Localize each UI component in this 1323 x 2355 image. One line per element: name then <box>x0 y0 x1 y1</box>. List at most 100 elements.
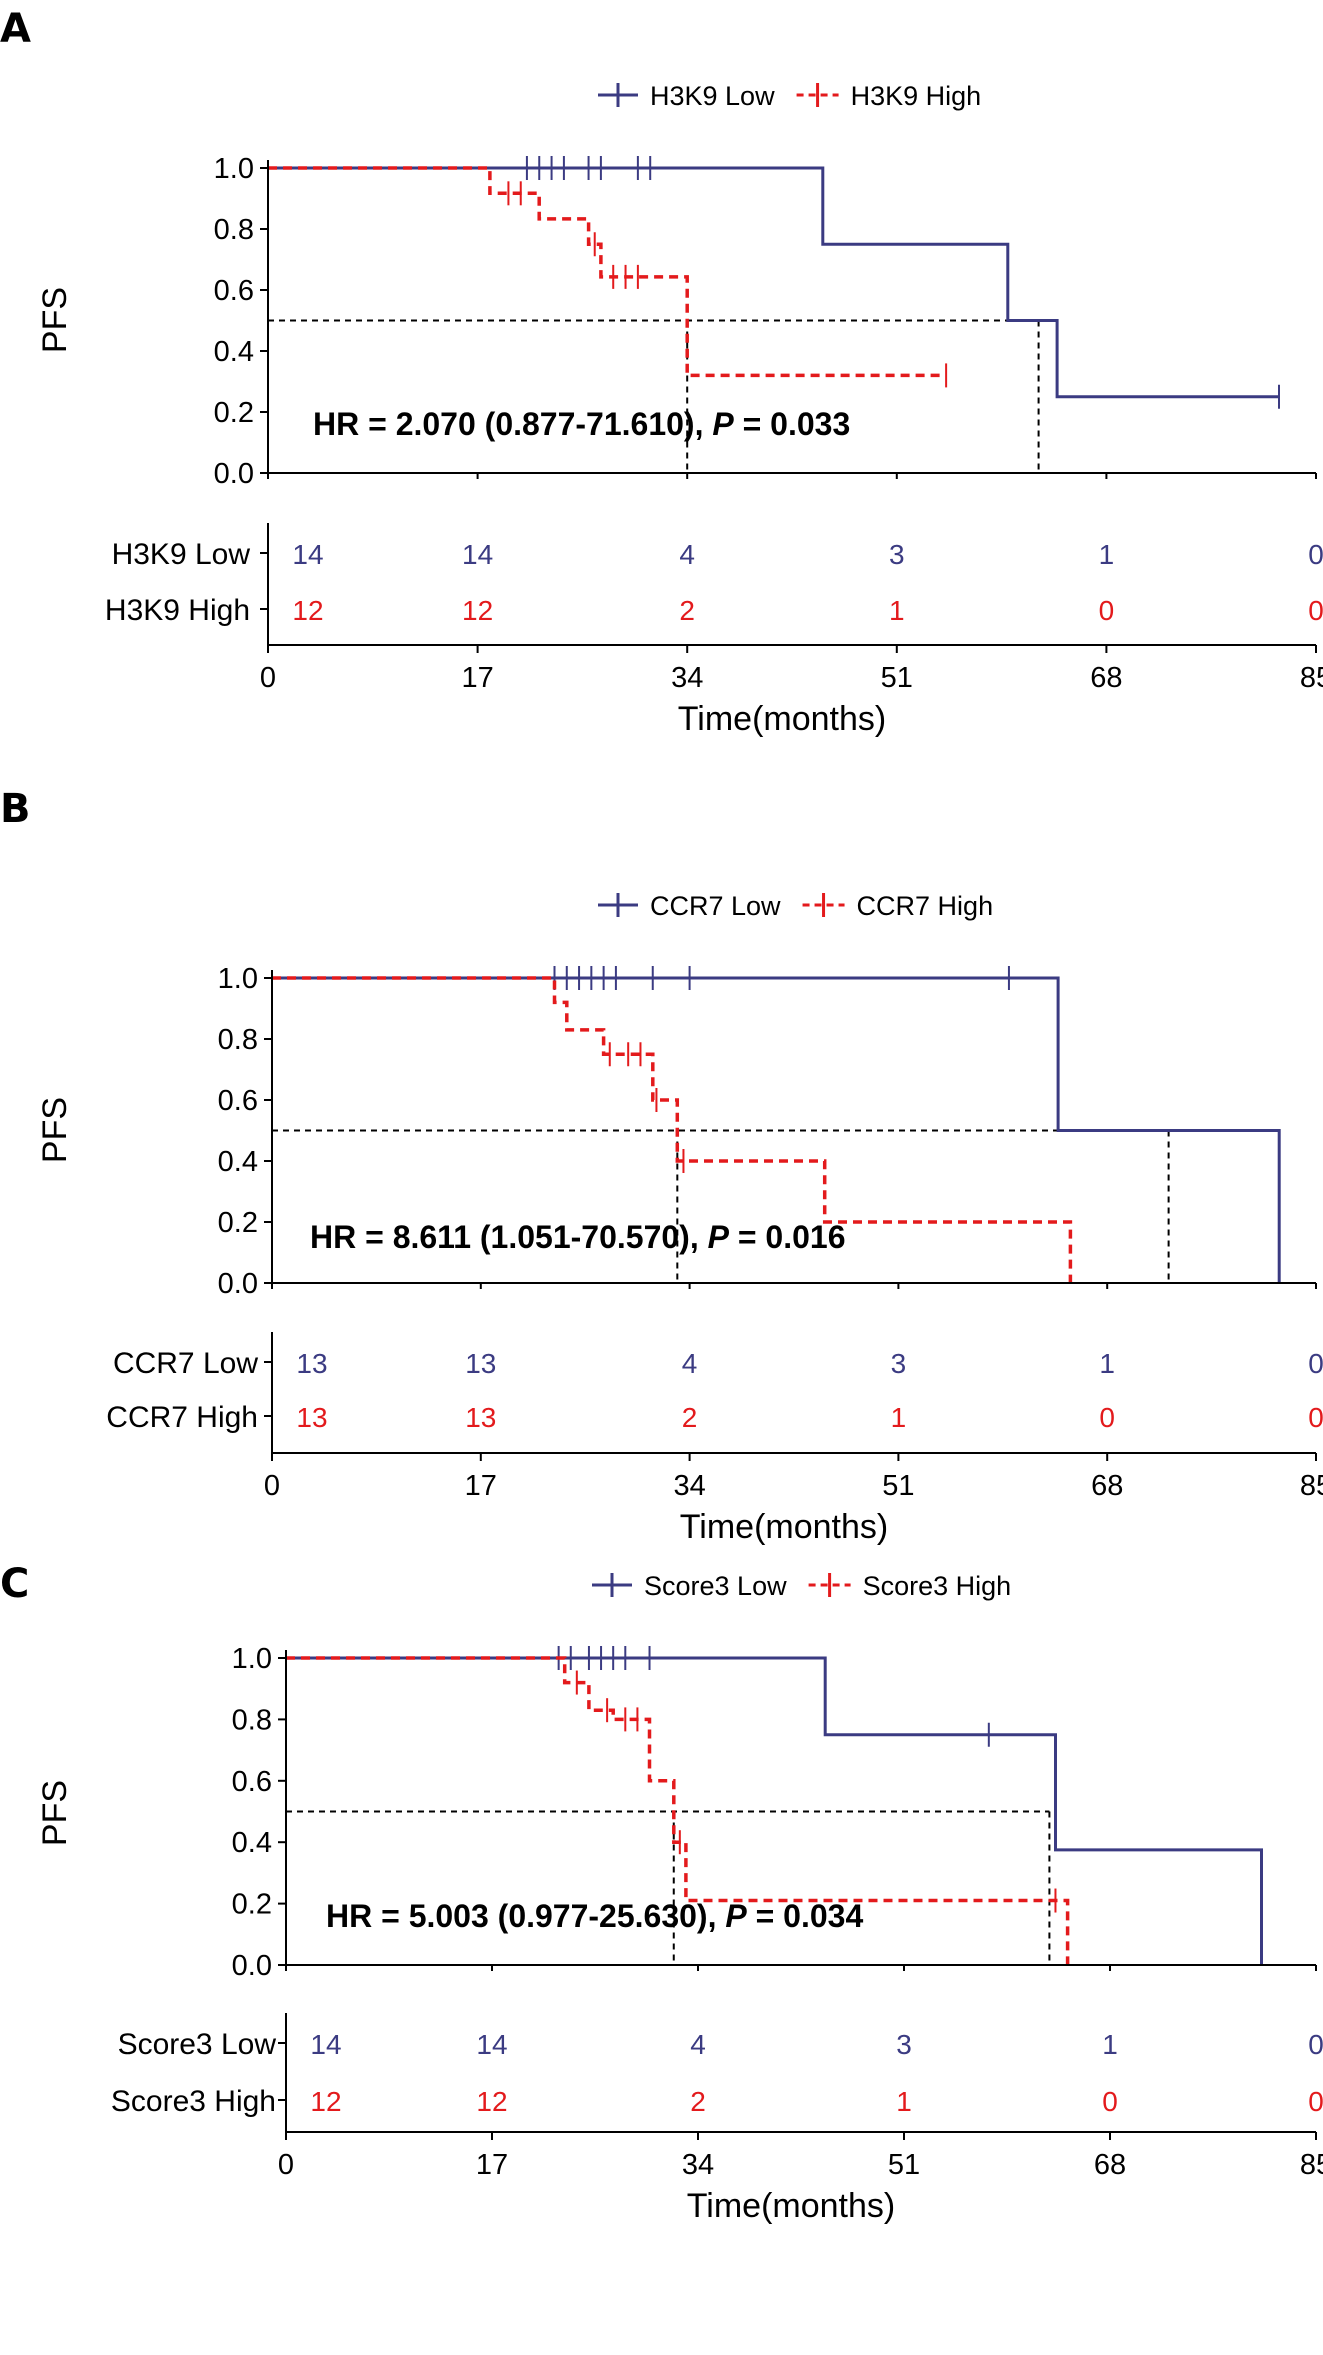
y-tick-label: 0.2 <box>218 1207 258 1239</box>
x-axis-title: Time(months) <box>680 1508 888 1546</box>
risk-count: 14 <box>310 2029 341 2060</box>
y-tick-label: 0.4 <box>218 1146 258 1178</box>
risk-count: 3 <box>889 539 905 570</box>
risk-count: 1 <box>896 2086 912 2117</box>
legend: CCR7 Low CCR7 High <box>598 891 993 921</box>
risk-row-label-low: CCR7 Low <box>113 1347 258 1380</box>
hr-annotation-prefix: HR = 8.611 (1.051-70.570), <box>310 1219 708 1255</box>
x-tick-label: 85 <box>1300 662 1323 694</box>
risk-count: 2 <box>690 2086 706 2117</box>
risk-count: 14 <box>476 2029 507 2060</box>
risk-count: 1 <box>1099 1348 1115 1379</box>
risk-count: 14 <box>292 539 323 570</box>
risk-count: 2 <box>679 595 695 626</box>
hr-annotation: HR = 2.070 (0.877-71.610), P = 0.033 <box>313 406 850 442</box>
risk-count: 0 <box>1099 595 1115 626</box>
hr-annotation-prefix: HR = 2.070 (0.877-71.610), <box>313 406 712 442</box>
risk-count: 12 <box>462 595 493 626</box>
y-axis-title: PFS <box>36 287 74 353</box>
median-lines <box>286 1810 1051 1965</box>
y-tick-label: 0.0 <box>214 458 254 490</box>
x-tick-label: 34 <box>682 2149 714 2181</box>
y-tick-label: 0.4 <box>214 336 254 368</box>
km-chart-svg: A H3K9 Low H3K9 High 0.0 0.2 0.4 0.6 0.8 1.0 P… <box>0 6 1323 738</box>
panel-letter: A <box>0 6 31 52</box>
risk-count: 14 <box>462 539 493 570</box>
risk-count: 0 <box>1308 2086 1323 2117</box>
risk-count: 0 <box>1308 2029 1323 2060</box>
legend-low-label: Score3 Low <box>644 1571 787 1601</box>
x-tick-label: 17 <box>476 2149 508 2181</box>
x-tick-label: 51 <box>881 662 913 694</box>
hr-annotation: HR = 5.003 (0.977-25.630), P = 0.034 <box>326 1898 863 1934</box>
x-axis-title: Time(months) <box>687 2187 895 2225</box>
risk-count: 12 <box>292 595 323 626</box>
risk-count: 0 <box>1102 2086 1118 2117</box>
risk-count: 0 <box>1308 539 1323 570</box>
y-tick-label: 0.6 <box>214 275 254 307</box>
y-tick-label: 1.0 <box>232 1643 272 1675</box>
risk-table: CCR7 Low 13 13 4 3 1 0 CCR7 High 13 13 2 1 0 0 0 17 34 51… <box>106 1332 1323 1502</box>
legend-high-label: CCR7 High <box>857 891 994 921</box>
x-tick-label: 0 <box>260 662 276 694</box>
x-tick-label: 51 <box>882 1470 914 1502</box>
legend-low-label: CCR7 Low <box>650 891 781 921</box>
high-survival-curve <box>286 1656 1070 1965</box>
risk-row-label-high: H3K9 High <box>105 594 250 627</box>
x-tick-label: 51 <box>888 2149 920 2181</box>
median-lines <box>272 1129 1170 1283</box>
legend: Score3 Low Score3 High <box>592 1571 1011 1601</box>
y-tick-label: 0.0 <box>232 1950 272 1982</box>
risk-count: 4 <box>690 2029 706 2060</box>
high-survival-curve <box>272 976 1073 1283</box>
risk-count: 0 <box>1099 1402 1115 1433</box>
hr-annotation: HR = 8.611 (1.051-70.570), P = 0.016 <box>310 1219 845 1255</box>
y-tick-label: 0.2 <box>214 397 254 429</box>
risk-count: 4 <box>682 1348 698 1379</box>
x-tick-label: 68 <box>1090 662 1122 694</box>
hr-annotation-prefix: HR = 5.003 (0.977-25.630), <box>326 1898 725 1934</box>
survival-curves <box>272 966 1281 1283</box>
y-axis-title: PFS <box>36 1097 74 1163</box>
hr-annotation-p: P <box>725 1898 747 1934</box>
legend: H3K9 Low H3K9 High <box>598 81 981 111</box>
x-tick-label: 68 <box>1094 2149 1126 2181</box>
x-tick-label: 34 <box>671 662 703 694</box>
hr-annotation-p: P <box>712 406 734 442</box>
risk-row-label-low: H3K9 Low <box>112 538 251 571</box>
y-tick-label: 0.2 <box>232 1889 272 1921</box>
risk-count: 4 <box>679 539 695 570</box>
legend-high-label: H3K9 High <box>851 81 982 111</box>
low-survival-curve <box>272 976 1281 1283</box>
risk-count: 13 <box>465 1402 496 1433</box>
high-survival-curve <box>268 166 947 378</box>
risk-count: 0 <box>1308 1348 1323 1379</box>
risk-count: 3 <box>891 1348 907 1379</box>
axes: 0.0 0.2 0.4 0.6 0.8 1.0 <box>232 1643 1317 1982</box>
legend-low-label: H3K9 Low <box>650 81 775 111</box>
panel-letter: B <box>0 786 31 832</box>
x-tick-label: 0 <box>278 2149 294 2181</box>
y-tick-label: 0.8 <box>218 1024 258 1056</box>
hr-annotation-suffix: = 0.033 <box>734 406 851 442</box>
axes: 0.0 0.2 0.4 0.6 0.8 1.0 <box>214 153 1317 490</box>
panel-b: B CCR7 Low CCR7 High 0.0 0.2 0.4 0.6 0.8 1.0 P… <box>0 780 1323 1580</box>
risk-count: 13 <box>296 1402 327 1433</box>
panel-c: C Score3 Low Score3 High 0.0 0.2 0.4 0.6 0.8 1… <box>0 1555 1323 2355</box>
y-tick-label: 0.6 <box>232 1766 272 1798</box>
risk-count: 2 <box>682 1402 698 1433</box>
risk-count: 0 <box>1308 1402 1323 1433</box>
risk-count: 12 <box>310 2086 341 2117</box>
low-survival-curve <box>268 166 1279 399</box>
risk-count: 1 <box>1102 2029 1118 2060</box>
survival-curves <box>286 1646 1263 1965</box>
risk-row-label-low: Score3 Low <box>118 2028 277 2061</box>
median-lines <box>268 319 1040 473</box>
risk-count: 0 <box>1308 595 1323 626</box>
hr-annotation-suffix: = 0.034 <box>747 1898 864 1934</box>
risk-count: 1 <box>889 595 905 626</box>
y-tick-label: 0.8 <box>232 1704 272 1736</box>
risk-count: 13 <box>296 1348 327 1379</box>
